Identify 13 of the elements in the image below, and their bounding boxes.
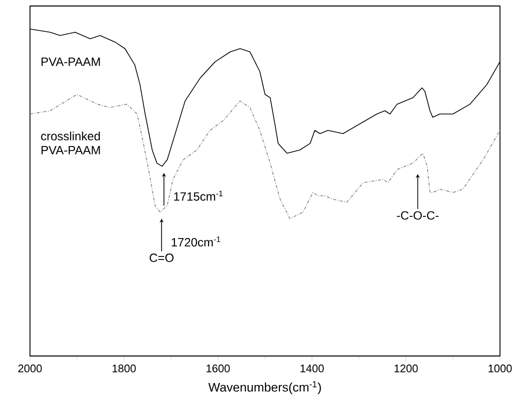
series-label: PVA-PAAM — [42, 58, 100, 66]
x-axis-title: Wavenumbers(cm$^{-1}$) — [208, 381, 321, 394]
x-tick-label: 1000 — [488, 364, 512, 372]
x-tick-label: 1200 — [394, 364, 418, 372]
annotation: 1720cm$^{-1}$ — [172, 236, 220, 247]
x-tick-label: 1800 — [112, 364, 136, 372]
x-tick-label: 1600 — [206, 364, 230, 372]
x-tick-label: 1400 — [300, 364, 324, 372]
annotation: -C-O-C- — [396, 211, 439, 220]
series-label: crosslinked PVA-PAAM — [41, 132, 100, 154]
annotation: 1715cm$^{-1}$ — [174, 190, 223, 201]
x-tick-label: 2000 — [18, 364, 42, 372]
annotation: C=O — [150, 254, 174, 262]
